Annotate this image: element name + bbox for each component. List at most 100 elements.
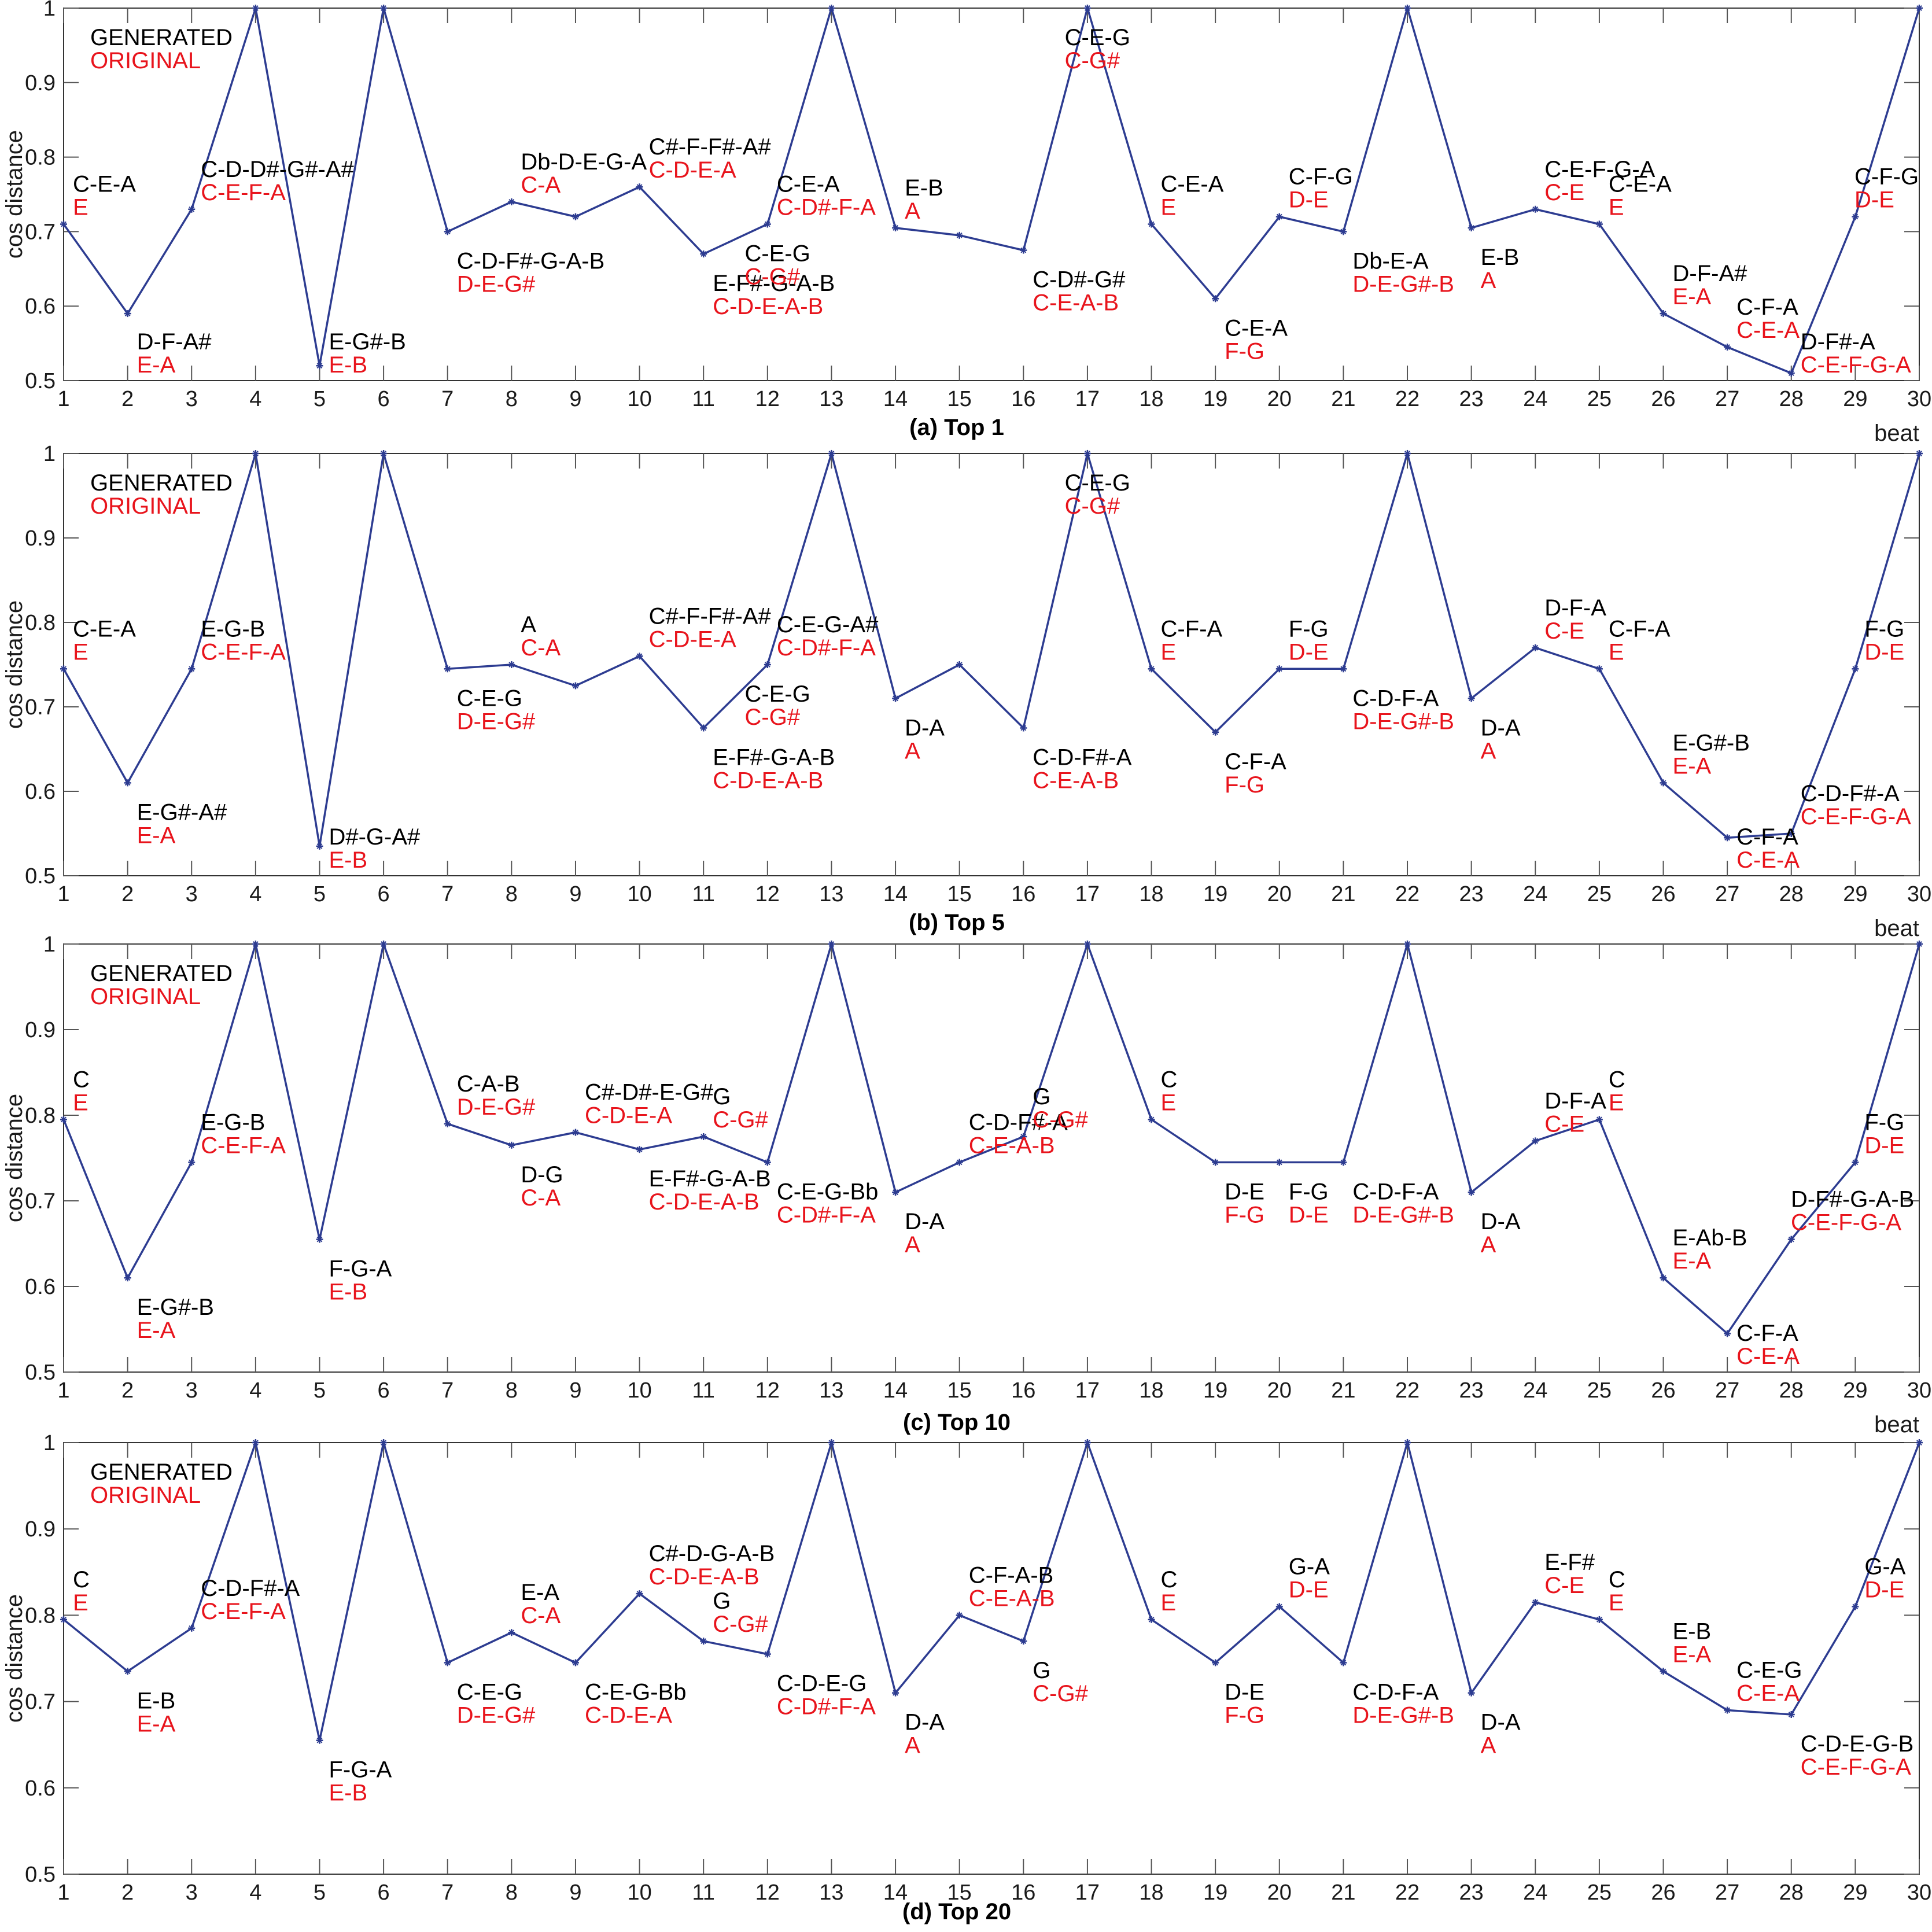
marker-stroke <box>573 1660 578 1666</box>
x-tick-label: 25 <box>1587 387 1612 411</box>
chord-annotation: C-D-E-GC-D#-F-A <box>777 1671 876 1720</box>
chord-annotation: E-AC-A <box>521 1580 561 1628</box>
data-point <box>1275 665 1283 673</box>
generated-chord-label: C-D-F#-G-A-B <box>457 248 605 274</box>
x-tick-label: 18 <box>1139 387 1163 411</box>
data-point <box>764 1159 771 1166</box>
chord-annotation: D-EF-G <box>1225 1179 1264 1227</box>
original-chord-label: E <box>1161 1590 1177 1616</box>
x-tick-label: 25 <box>1587 1378 1612 1403</box>
generated-chord-label: G <box>713 1084 731 1109</box>
original-chord-label: E-A <box>1673 284 1712 309</box>
original-chord-label: C-E-A-B <box>969 1133 1055 1158</box>
generated-chord-label: G <box>1033 1658 1050 1683</box>
data-point <box>1787 1236 1795 1243</box>
chord-annotation: F-GD-E <box>1864 1109 1904 1158</box>
data-point <box>508 1141 515 1149</box>
x-tick-label: 16 <box>1011 1881 1035 1905</box>
y-tick-label: 0.8 <box>25 1603 56 1628</box>
marker-stroke <box>573 213 578 220</box>
data-point <box>1724 1330 1731 1337</box>
generated-chord-label: D-A <box>1481 1710 1521 1735</box>
y-tick-label: 0.9 <box>25 71 56 95</box>
marker-stroke <box>252 5 259 11</box>
y-tick-label: 0.6 <box>25 294 56 319</box>
marker-stroke <box>508 662 515 668</box>
x-tick-label: 9 <box>569 882 581 906</box>
data-point <box>316 1736 323 1744</box>
generated-chord-label: E-G#-A# <box>137 799 227 825</box>
original-chord-label: D-E <box>1289 639 1329 665</box>
marker-stroke <box>828 1440 835 1446</box>
chord-annotation: F-GD-E <box>1289 1179 1329 1227</box>
generated-chord-label: C-E-A <box>73 616 136 641</box>
x-tick-label: 19 <box>1203 1881 1227 1905</box>
y-tick-label: 0.6 <box>25 780 56 804</box>
marker-stroke <box>956 1612 963 1618</box>
chord-annotation: G-AD-E <box>1289 1554 1330 1602</box>
original-chord-label: D-E <box>1854 187 1894 213</box>
chord-annotation: E-F#-G-A-BC-D-E-A-B <box>649 1166 771 1215</box>
chord-annotation: D-AA <box>905 1209 945 1258</box>
marker-stroke <box>444 228 451 235</box>
x-tick-label: 8 <box>506 387 518 411</box>
chord-annotation: C-E-G-A#C-D#-F-A <box>777 612 879 661</box>
generated-chord-label: C <box>73 1567 90 1592</box>
generated-chord-label: C#-D#-E-G# <box>585 1080 714 1105</box>
data-point <box>1595 220 1603 228</box>
y-tick-label: 1 <box>43 0 56 21</box>
original-chord-label: C-E-F-A <box>201 180 286 205</box>
generated-chord-label: D-G <box>521 1162 563 1188</box>
generated-chord-label: E-F#-G-A-B <box>649 1166 771 1192</box>
marker-stroke <box>1212 296 1219 302</box>
x-tick-label: 28 <box>1779 387 1804 411</box>
generated-chord-label: C-E-A <box>777 172 840 197</box>
original-chord-label: C-G# <box>1033 1681 1088 1706</box>
marker-stroke <box>381 451 387 456</box>
x-tick-label: 29 <box>1843 882 1867 906</box>
marker-stroke <box>700 251 707 257</box>
x-tick-label: 2 <box>121 882 134 906</box>
marker-stroke <box>1468 695 1474 702</box>
x-tick-label: 29 <box>1843 1881 1867 1905</box>
generated-chord-label: E-G-B <box>201 1109 265 1135</box>
y-tick-label: 0.9 <box>25 526 56 551</box>
x-tick-label: 5 <box>314 882 326 906</box>
data-point <box>956 661 963 668</box>
x-tick-label: 19 <box>1203 882 1227 906</box>
marker-stroke <box>1852 213 1859 220</box>
chord-annotation: C-D-D#-G#-A#C-E-F-A <box>201 157 354 205</box>
generated-chord-label: D-F-A <box>1544 595 1606 621</box>
chord-annotation: D-AA <box>905 1710 945 1758</box>
y-tick-label: 0.9 <box>25 1517 56 1542</box>
marker-stroke <box>1148 1616 1155 1623</box>
x-tick-label: 15 <box>947 1881 972 1905</box>
generated-chord-label: D-F#-G-A-B <box>1791 1187 1914 1212</box>
marker-stroke <box>1660 311 1666 316</box>
x-tick-label: 23 <box>1459 387 1484 411</box>
data-point <box>1020 1133 1027 1140</box>
data-point <box>1020 1638 1027 1645</box>
x-tick-label: 4 <box>249 882 261 906</box>
legend-original: ORIGINAL <box>90 1483 201 1508</box>
y-tick-label: 0.7 <box>25 695 56 720</box>
chord-annotation: D-EF-G <box>1225 1679 1264 1728</box>
chord-annotation: C-F-AE <box>1609 616 1671 665</box>
x-tick-label: 11 <box>692 1378 714 1403</box>
generated-chord-label: C-F-G <box>1289 164 1353 190</box>
chord-annotation: C#-D-G-A-BC-D-E-A-B <box>649 1541 775 1590</box>
generated-chord-label: C-D-E-G <box>777 1671 867 1697</box>
original-chord-label: C-E-F-G-A <box>1791 1210 1901 1236</box>
legend-original: ORIGINAL <box>90 493 201 519</box>
x-tick-label: 29 <box>1843 1378 1867 1403</box>
marker-stroke <box>189 1625 195 1631</box>
generated-chord-label: C-F-A-B <box>969 1562 1054 1588</box>
legend-original: ORIGINAL <box>90 48 201 73</box>
chord-annotation: C-A-BD-E-G# <box>457 1071 536 1120</box>
marker-stroke <box>1660 1668 1666 1675</box>
data-point <box>1660 779 1667 787</box>
marker-stroke <box>893 1690 898 1696</box>
original-chord-label: E <box>1609 1090 1624 1115</box>
x-tick-label: 13 <box>819 1881 843 1905</box>
chord-annotation: C-F-GD-E <box>1854 164 1919 213</box>
